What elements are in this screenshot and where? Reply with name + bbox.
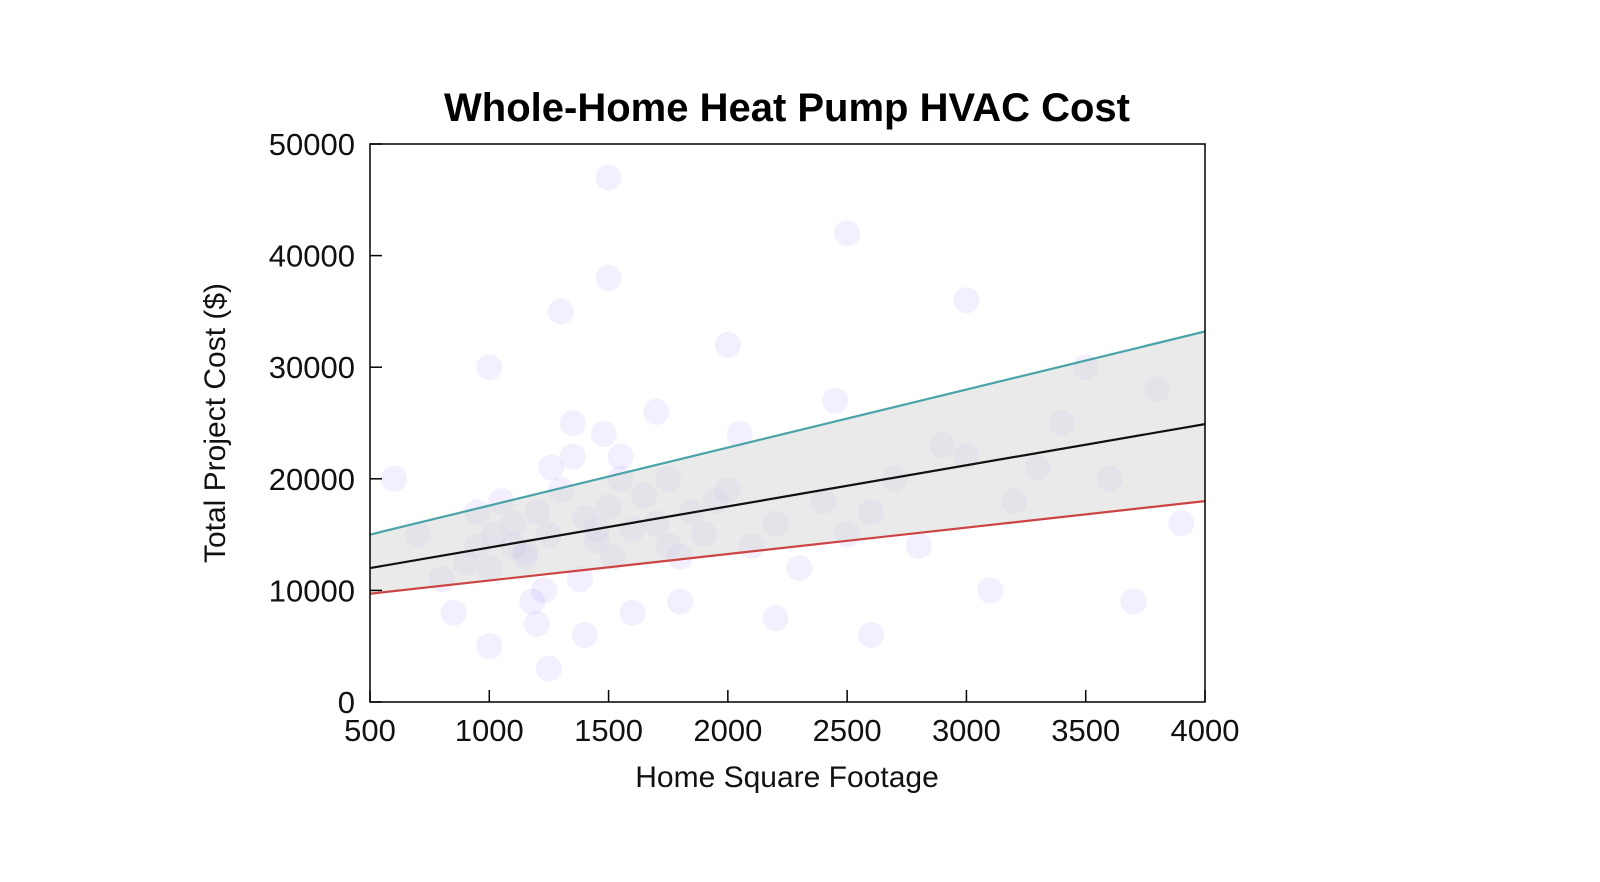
scatter-point <box>519 588 546 615</box>
y-tick-label: 50000 <box>269 127 355 162</box>
scatter-point <box>858 622 884 649</box>
y-tick-label: 30000 <box>269 350 355 385</box>
scatter-point <box>595 164 622 191</box>
x-tick-label: 500 <box>344 713 396 748</box>
scatter-point <box>643 398 670 425</box>
prediction-band <box>370 331 1205 594</box>
trend-line-0 <box>370 330 1205 536</box>
scatter-point <box>1120 588 1147 615</box>
x-tick-label: 1000 <box>455 713 524 748</box>
scatter-point <box>535 655 562 682</box>
y-tick-label: 20000 <box>269 462 355 497</box>
scatter-point <box>1168 510 1195 537</box>
scatter-point <box>531 577 558 604</box>
scatter-point <box>607 443 634 470</box>
x-axis: 500 1000 1500 2000 2500 3000 3500 4000 <box>344 690 1239 748</box>
y-tick-label: 40000 <box>269 239 355 274</box>
scatter-point <box>762 605 789 632</box>
regression-lines <box>370 330 1205 595</box>
x-tick-label: 4000 <box>1171 713 1240 748</box>
scatter-point <box>953 287 980 314</box>
scatter-point <box>714 331 741 358</box>
scatter-point <box>476 633 503 660</box>
y-tick-label: 10000 <box>269 573 355 608</box>
scatter-point <box>559 443 586 470</box>
scatter-point <box>786 555 813 582</box>
scatter-point <box>834 220 861 247</box>
scatter-point <box>559 410 586 436</box>
scatter-point <box>571 622 598 649</box>
trend-line-1 <box>370 423 1205 570</box>
x-tick-label: 1500 <box>574 713 643 748</box>
x-tick-label: 2000 <box>693 713 762 748</box>
x-tick-label: 3500 <box>1051 713 1120 748</box>
scatter-point <box>822 387 849 414</box>
x-tick-label: 3000 <box>932 713 1001 748</box>
scatter-point <box>619 599 646 626</box>
plot-area <box>370 164 1205 682</box>
chart-title: Whole-Home Heat Pump HVAC Cost <box>444 86 1130 130</box>
x-axis-label: Home Square Footage <box>635 761 939 794</box>
scatter-point <box>590 421 617 448</box>
scatter-point <box>566 566 593 593</box>
scatter-point <box>538 454 565 481</box>
y-axis: 0 10000 20000 30000 40000 50000 <box>269 127 382 720</box>
scatter-point <box>380 465 407 492</box>
scatter-point <box>595 264 622 291</box>
scatter-point <box>524 610 550 637</box>
y-tick-label: 0 <box>338 685 355 720</box>
scatter-point <box>726 421 753 448</box>
scatter-point <box>440 599 467 626</box>
y-axis-label: Total Project Cost ($) <box>199 283 232 563</box>
scatter-point <box>905 532 932 559</box>
trend-line-2 <box>370 500 1205 595</box>
scatter-point <box>476 354 503 381</box>
scatter-point <box>977 577 1004 604</box>
scatter-point <box>667 588 694 615</box>
scatter-point <box>547 298 574 325</box>
plot-frame <box>369 143 1206 703</box>
x-tick-label: 2500 <box>813 713 882 748</box>
